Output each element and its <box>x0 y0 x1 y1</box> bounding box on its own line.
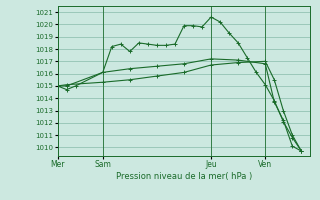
X-axis label: Pression niveau de la mer( hPa ): Pression niveau de la mer( hPa ) <box>116 172 252 181</box>
